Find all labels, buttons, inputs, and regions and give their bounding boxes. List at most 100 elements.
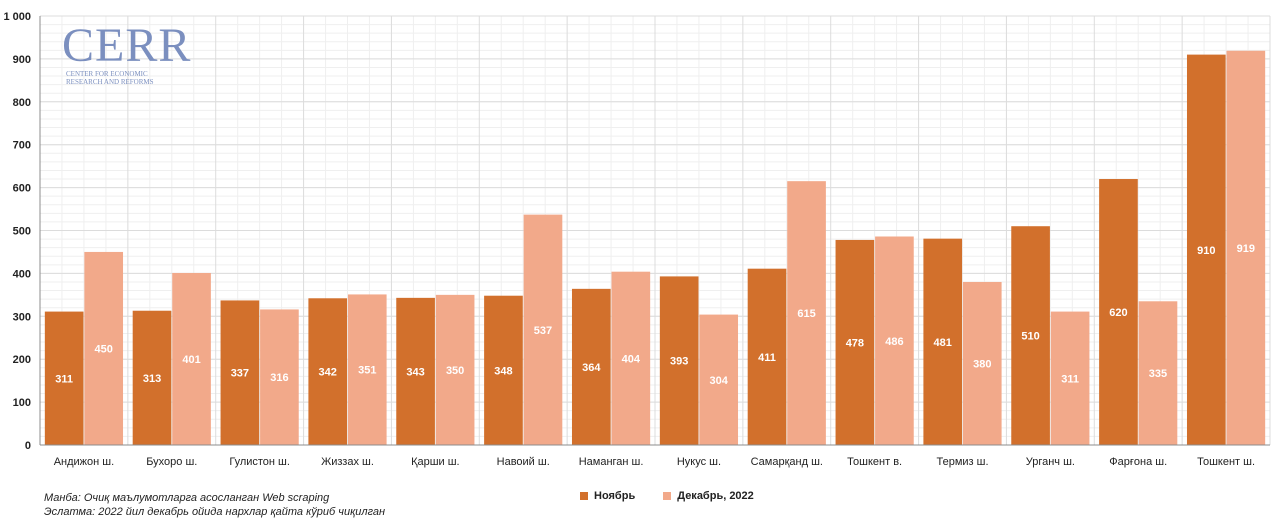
logo-subtitle-line1: CENTER FOR ECONOMIC <box>66 70 148 78</box>
legend-label-series1: Ноябрь <box>594 490 636 502</box>
chart-axis <box>39 16 1270 446</box>
bar-series2 <box>260 309 299 445</box>
bar-series1 <box>44 311 84 445</box>
legend-item-series2: Декабрь, 2022 <box>663 490 754 502</box>
y-tick-label: 800 <box>13 97 31 109</box>
x-category-label: Фарғона ш. <box>1109 456 1167 468</box>
legend-label-series2: Декабрь, 2022 <box>677 490 754 502</box>
chart-notes: Манба: Очиқ маълумотларга асосланган Web… <box>44 491 385 519</box>
x-category-label: Гулистон ш. <box>229 456 290 468</box>
bar-series1 <box>747 268 787 445</box>
bar-data-label: 486 <box>885 336 903 348</box>
bar-series1 <box>659 276 699 445</box>
x-axis-categories: Андижон ш. Бухоро ш. Гулистон ш. Жиззах ш. Қ… <box>54 456 1255 468</box>
x-category-label: Урганч ш. <box>1026 456 1075 468</box>
y-tick-label: 400 <box>13 268 31 280</box>
y-tick-label: 500 <box>13 226 31 238</box>
bar-series1 <box>220 300 260 445</box>
bar-data-label: 481 <box>934 337 952 349</box>
bar-series1 <box>1186 54 1226 446</box>
bar-data-label: 350 <box>446 365 464 377</box>
bar-series2 <box>787 181 826 446</box>
y-tick-label: 300 <box>13 311 31 323</box>
bar-data-label: 450 <box>95 343 113 355</box>
bar-data-label: 919 <box>1237 243 1255 255</box>
bar-data-label: 337 <box>231 368 249 380</box>
cerr-logo: CERR CENTER FOR ECONOMIC RESEARCH AND RE… <box>62 22 222 92</box>
y-tick-label: 0 <box>25 440 31 452</box>
x-category-label: Бухоро ш. <box>146 456 197 468</box>
x-category-label: Наманган ш. <box>579 456 644 468</box>
y-tick-label: 100 <box>13 397 31 409</box>
bar-data-label: 393 <box>670 356 688 368</box>
bar-data-label: 478 <box>846 337 864 349</box>
bar-series2 <box>699 314 739 445</box>
x-category-label: Тошкент в. <box>847 456 902 468</box>
y-tick-label: 900 <box>13 54 31 66</box>
bar-data-label: 304 <box>710 375 729 387</box>
bar-series2 <box>1050 311 1090 445</box>
bar-series2 <box>347 294 387 445</box>
logo-subtitle-line2: RESEARCH AND REFORMS <box>66 78 154 86</box>
x-category-label: Нукус ш. <box>677 456 721 468</box>
bar-data-label: 311 <box>55 373 73 385</box>
bar-data-label: 364 <box>582 362 601 374</box>
logo-subtitle: CENTER FOR ECONOMIC RESEARCH AND REFORMS <box>66 70 176 86</box>
bar-data-label: 910 <box>1197 245 1215 257</box>
bar-data-label: 316 <box>270 372 288 384</box>
bar-data-label: 401 <box>182 354 200 366</box>
legend-swatch-series2 <box>663 492 672 500</box>
x-category-label: Самарқанд ш. <box>751 456 823 468</box>
y-tick-label: 1 000 <box>3 11 31 23</box>
bar-series2 <box>435 294 475 445</box>
source-note: Манба: Очиқ маълумотларга асосланган Web… <box>44 492 330 504</box>
x-category-label: Навоий ш. <box>497 456 550 468</box>
x-category-label: Тошкент ш. <box>1197 456 1255 468</box>
bar-series2 <box>962 281 1002 445</box>
y-axis-ticks: 0 100 200 300 400 500 600 700 800 900 1 000 <box>3 11 31 452</box>
bar-series1 <box>835 239 875 445</box>
bar-data-label: 311 <box>1061 373 1079 385</box>
bar-series2 <box>523 214 563 445</box>
bar-series1 <box>484 295 523 445</box>
bar-data-label: 313 <box>143 373 161 385</box>
x-category-label: Андижон ш. <box>54 456 114 468</box>
logo-wordmark: CERR <box>62 19 192 72</box>
bar-series2 <box>172 272 211 445</box>
bar-data-label: 411 <box>758 352 776 364</box>
legend-item-series1: Ноябрь <box>580 490 635 502</box>
bar-data-label: 620 <box>1109 307 1127 319</box>
bar-series1 <box>308 298 348 445</box>
y-tick-label: 200 <box>13 354 31 366</box>
bar-data-label: 335 <box>1149 368 1167 380</box>
bar-data-label: 348 <box>494 365 512 377</box>
bar-series1 <box>1099 179 1138 445</box>
bar-series1 <box>1011 226 1050 445</box>
chart-legend: Ноябрь Декабрь, 2022 <box>580 490 754 502</box>
bar-data-label: 380 <box>973 358 991 370</box>
bar-series1 <box>132 310 172 445</box>
x-category-label: Термиз ш. <box>936 456 988 468</box>
bar-series1 <box>923 238 963 445</box>
bar-series2 <box>611 271 651 445</box>
x-category-label: Жиззах ш. <box>321 456 374 468</box>
bar-data-label: 351 <box>358 365 376 377</box>
x-category-label: Қарши ш. <box>411 456 460 468</box>
bar-series2 <box>1226 50 1266 446</box>
bar-data-label: 615 <box>797 308 815 320</box>
remark-note: Эслатма: 2022 йил декабрь ойида нархлар … <box>44 506 386 518</box>
bar-data-label: 404 <box>622 353 641 365</box>
chart-bars: 311 313 337 342 343 348 364 393 411 478 481 510 620 9… <box>44 50 1266 446</box>
bar-series1 <box>571 288 611 445</box>
bar-series1 <box>396 297 435 445</box>
bar-data-label: 510 <box>1021 331 1039 343</box>
legend-swatch-series1 <box>580 492 588 500</box>
bar-series2 <box>84 251 124 445</box>
bar-series2 <box>1138 301 1178 445</box>
bar-data-label: 537 <box>534 325 552 337</box>
bar-series2 <box>875 236 914 445</box>
y-tick-label: 700 <box>13 140 31 152</box>
bar-data-label: 342 <box>319 367 337 379</box>
y-tick-label: 600 <box>13 183 31 195</box>
